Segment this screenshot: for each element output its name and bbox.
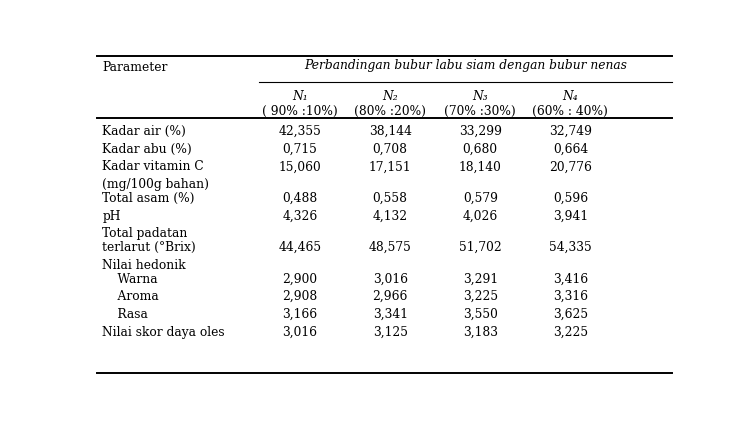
Text: 51,702: 51,702: [459, 241, 502, 254]
Text: 3,183: 3,183: [463, 325, 498, 339]
Text: (60% : 40%): (60% : 40%): [532, 105, 608, 118]
Text: 38,144: 38,144: [369, 125, 412, 138]
Text: 2,900: 2,900: [283, 273, 318, 285]
Text: 3,225: 3,225: [553, 325, 588, 339]
Text: 15,060: 15,060: [279, 160, 322, 173]
Text: 42,355: 42,355: [279, 125, 322, 138]
Text: Kadar vitamin C: Kadar vitamin C: [103, 160, 204, 173]
Text: terlarut (°Brix): terlarut (°Brix): [103, 241, 196, 254]
Text: 4,132: 4,132: [373, 210, 408, 222]
Text: Perbandingan bubur labu siam dengan bubur nenas: Perbandingan bubur labu siam dengan bubu…: [304, 59, 627, 72]
Text: 3,225: 3,225: [463, 290, 498, 303]
Text: 4,326: 4,326: [283, 210, 318, 222]
Text: 0,708: 0,708: [373, 143, 408, 155]
Text: 20,776: 20,776: [549, 160, 592, 173]
Text: 48,575: 48,575: [369, 241, 412, 254]
Text: Aroma: Aroma: [103, 290, 159, 303]
Text: 33,299: 33,299: [459, 125, 502, 138]
Text: 3,341: 3,341: [373, 308, 408, 321]
Text: (70% :30%): (70% :30%): [445, 105, 516, 118]
Text: 3,166: 3,166: [283, 308, 318, 321]
Text: Parameter: Parameter: [103, 61, 168, 74]
Text: 3,625: 3,625: [553, 308, 588, 321]
Text: 0,488: 0,488: [283, 192, 318, 205]
Text: (80% :20%): (80% :20%): [354, 105, 426, 118]
Text: 3,550: 3,550: [463, 308, 498, 321]
Text: 3,291: 3,291: [463, 273, 498, 285]
Text: N₂: N₂: [382, 90, 398, 104]
Text: 18,140: 18,140: [459, 160, 502, 173]
Text: 3,016: 3,016: [373, 273, 408, 285]
Text: 17,151: 17,151: [369, 160, 412, 173]
Text: 0,680: 0,680: [463, 143, 498, 155]
Text: 3,316: 3,316: [553, 290, 588, 303]
Text: 2,966: 2,966: [373, 290, 408, 303]
Text: 0,664: 0,664: [553, 143, 588, 155]
Text: 0,715: 0,715: [283, 143, 317, 155]
Text: 0,596: 0,596: [553, 192, 588, 205]
Text: N₃: N₃: [472, 90, 488, 104]
Text: ( 90% :10%): ( 90% :10%): [262, 105, 338, 118]
Text: Kadar abu (%): Kadar abu (%): [103, 143, 192, 155]
Text: Nilai hedonik: Nilai hedonik: [103, 259, 186, 272]
Text: 44,465: 44,465: [278, 241, 322, 254]
Text: Rasa: Rasa: [103, 308, 148, 321]
Text: (mg/100g bahan): (mg/100g bahan): [103, 178, 209, 191]
Text: N₁: N₁: [292, 90, 308, 104]
Text: N₄: N₄: [562, 90, 578, 104]
Text: 54,335: 54,335: [549, 241, 592, 254]
Text: 32,749: 32,749: [549, 125, 592, 138]
Text: 3,416: 3,416: [553, 273, 588, 285]
Text: 3,016: 3,016: [283, 325, 317, 339]
Text: 3,125: 3,125: [373, 325, 408, 339]
Text: Nilai skor daya oles: Nilai skor daya oles: [103, 325, 225, 339]
Text: Total asam (%): Total asam (%): [103, 192, 195, 205]
Text: 4,026: 4,026: [463, 210, 498, 222]
Text: 0,558: 0,558: [373, 192, 408, 205]
Text: 2,908: 2,908: [283, 290, 318, 303]
Text: Total padatan: Total padatan: [103, 227, 188, 240]
Text: Kadar air (%): Kadar air (%): [103, 125, 186, 138]
Text: 3,941: 3,941: [553, 210, 588, 222]
Text: Warna: Warna: [103, 273, 158, 285]
Text: pH: pH: [103, 210, 121, 222]
Text: 0,579: 0,579: [463, 192, 498, 205]
